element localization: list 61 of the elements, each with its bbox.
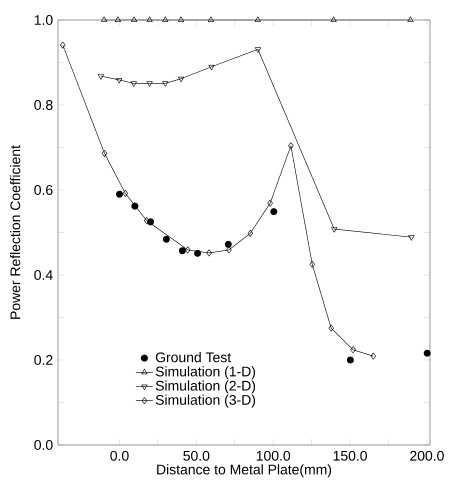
legend-label: Simulation (3-D) [156,394,256,408]
point [162,236,170,243]
x-axis-title: Distance to Metal Plate(mm) [157,464,332,478]
point [185,246,190,254]
point [102,150,108,157]
point [162,81,168,87]
point [146,16,153,22]
y-tick-label: 0.8 [34,100,53,110]
point [206,249,212,256]
point [178,247,186,254]
point [254,16,261,22]
point [194,250,202,257]
point [407,16,414,22]
point [270,208,278,216]
point [208,16,214,22]
point [162,16,168,22]
point [178,76,184,82]
point [98,74,104,80]
point [146,81,153,87]
point [254,47,262,53]
y-axis-title: Power Reflection Coefficient [10,145,20,319]
point [101,16,108,22]
point [122,190,128,197]
point [144,217,150,224]
point [370,352,376,360]
point [60,42,66,49]
point [224,240,232,248]
point [330,16,337,22]
point [116,190,123,198]
point [310,260,315,268]
legend-label: Simulation (1-D) [156,366,256,380]
y-tick-label: 0.6 [34,185,53,195]
point [114,16,122,22]
point [248,230,253,237]
y-tick-label: 1.0 [34,15,53,25]
legend-label: Ground Test [156,352,232,362]
point [346,356,354,364]
point [267,200,273,207]
point [131,16,138,22]
point [408,235,414,241]
point [147,218,154,226]
y-tick-label: 0.2 [34,355,52,365]
point [331,227,338,233]
point [131,202,138,210]
x-tick-label: 50.0 [183,450,210,461]
point [130,81,137,87]
point [288,142,294,150]
point [328,324,334,332]
x-tick-label: 200.0 [410,450,444,461]
y-tick-label: 0.4 [34,270,53,280]
point [116,78,122,84]
y-tick-label: 0.0 [34,440,53,450]
x-tick-label: 0.0 [110,450,129,461]
x-tick-label: 100.0 [256,450,290,461]
legend-label: Simulation (2-D) [156,380,256,394]
point [208,64,215,70]
point [178,16,184,22]
x-tick-label: 150.0 [334,450,367,461]
point [350,346,356,354]
point [226,246,232,254]
point [424,350,431,357]
